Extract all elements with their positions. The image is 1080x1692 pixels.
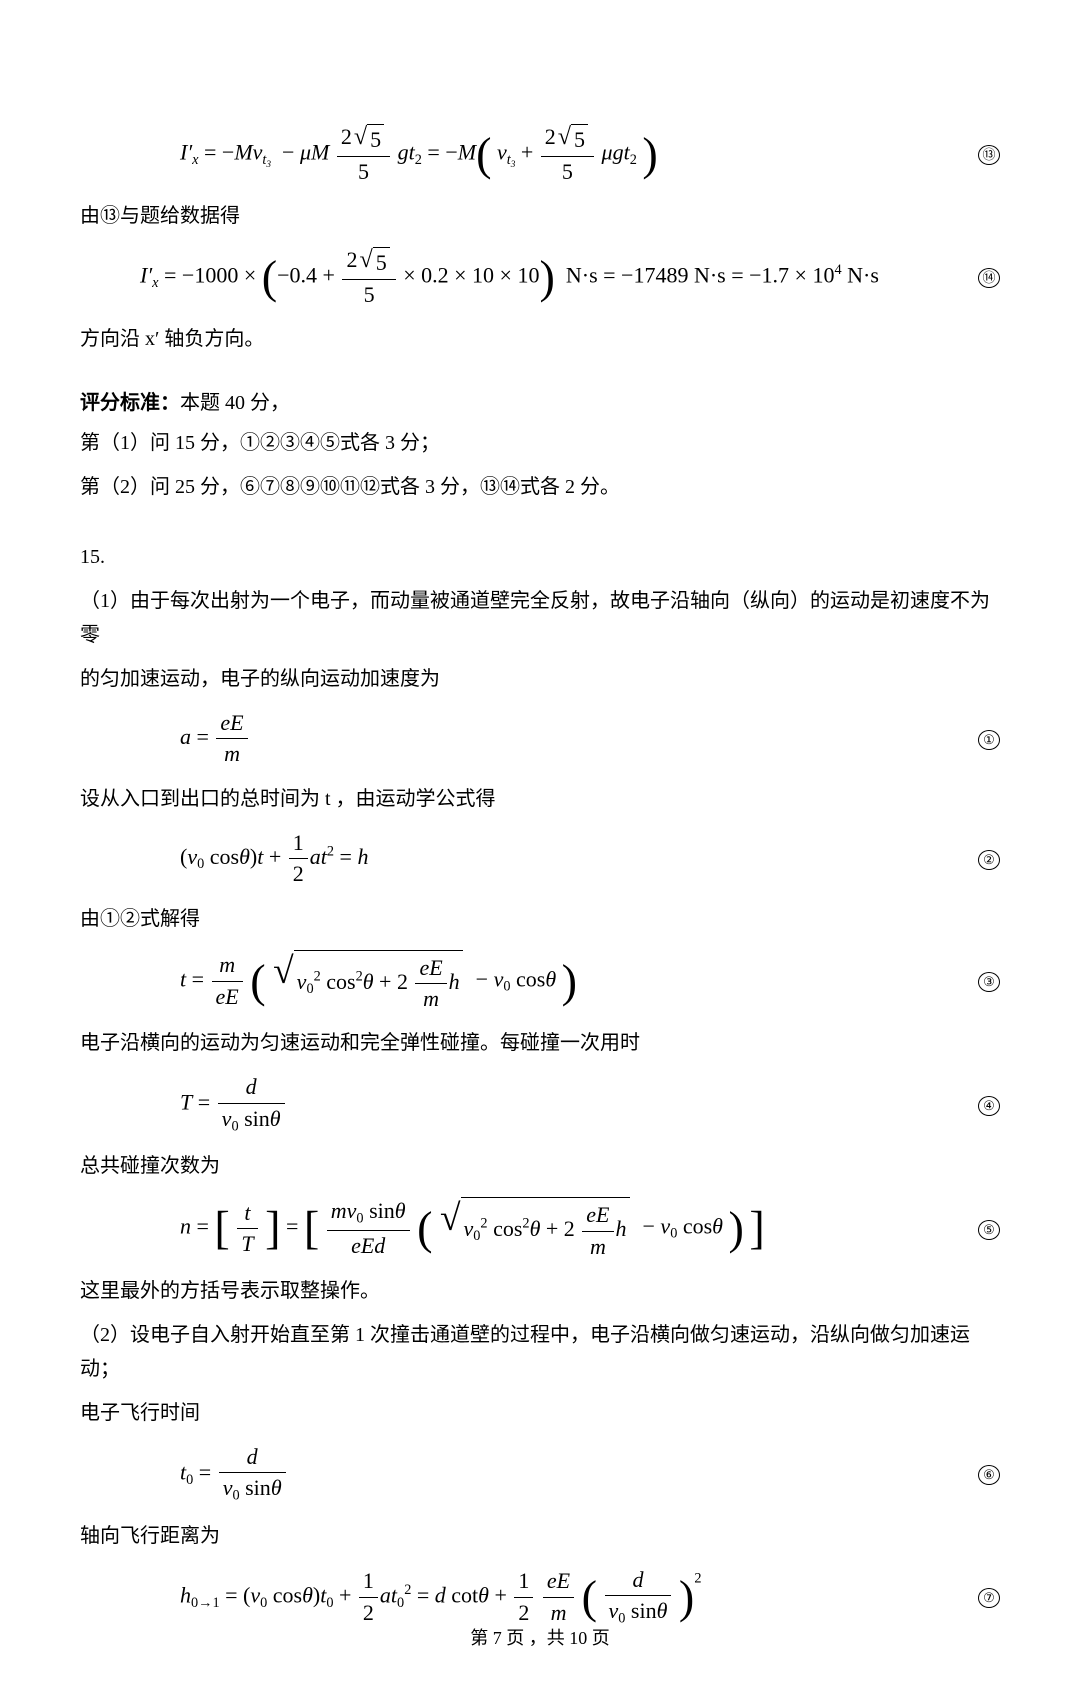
equation-14-label: ⑭ [958, 267, 1000, 289]
equation-5: n = [ tT ] = [ mv0 sinθeEd ( √ v02 cos2θ… [180, 1197, 1000, 1260]
text-before-eq5: 总共碰撞次数为 [80, 1149, 1000, 1183]
equation-1-body: a = eEm [180, 710, 250, 768]
equation-3-label: ③ [938, 970, 1000, 992]
equation-13-body: I′x = −Mvt3 − μM 2√55 gt2 = −M( vt3 + 2√… [180, 124, 658, 185]
equation-2-label: ② [938, 848, 1000, 870]
text-before-eq3: 由①②式解得 [80, 902, 1000, 936]
grading-line-2: 第（2）问 25 分，⑥⑦⑧⑨⑩⑪⑫式各 3 分，⑬⑭式各 2 分。 [80, 470, 1000, 504]
p15-part2-line-b: 电子飞行时间 [80, 1396, 1000, 1430]
equation-3: t = meE ( √ v02 cos2θ + 2 eEmh − v0 cosθ… [180, 950, 1000, 1013]
text-after-eq13: 由⑬与题给数据得 [80, 199, 1000, 233]
equation-13: I′x = −Mvt3 − μM 2√55 gt2 = −M( vt3 + 2√… [180, 124, 1000, 185]
equation-5-label: ⑤ [938, 1218, 1000, 1240]
equation-2: (v0 cosθ)t + 12at2 = h ② [180, 830, 1000, 888]
page-footer: 第 7 页 ，共 10 页 [0, 1624, 1080, 1650]
equation-14: I′x = −1000 × (−0.4 + 2√55 × 0.2 × 10 × … [140, 247, 1000, 308]
problem-number: 15. [80, 540, 1000, 574]
equation-4-label: ④ [938, 1094, 1000, 1116]
grading-heading-rest: 本题 40 分， [180, 392, 290, 414]
page: I′x = −Mvt3 − μM 2√55 gt2 = −M( vt3 + 2√… [0, 0, 1080, 1692]
equation-3-body: t = meE ( √ v02 cos2θ + 2 eEmh − v0 cosθ… [180, 950, 577, 1013]
grading-line-1: 第（1）问 15 分，①②③④⑤式各 3 分； [80, 426, 1000, 460]
equation-7: h0→1 = (v0 cosθ)t0 + 12at02 = d cotθ + 1… [180, 1567, 1000, 1628]
equation-1-label: ① [938, 728, 1000, 750]
equation-14-body: I′x = −1000 × (−0.4 + 2√55 × 0.2 × 10 × … [140, 247, 879, 308]
equation-5-body: n = [ tT ] = [ mv0 sinθeEd ( √ v02 cos2θ… [180, 1197, 765, 1260]
text-before-eq2: 设从入口到出口的总时间为 t ，由运动学公式得 [80, 782, 1000, 816]
equation-6: t0 = dv0 sinθ ⑥ [180, 1444, 1000, 1505]
text-after-eq14: 方向沿 x′ 轴负方向。 [80, 322, 1000, 356]
equation-2-body: (v0 cosθ)t + 12at2 = h [180, 830, 368, 888]
equation-6-body: t0 = dv0 sinθ [180, 1444, 288, 1505]
grading-heading: 评分标准：本题 40 分， [80, 386, 1000, 420]
text-before-eq7: 轴向飞行距离为 [80, 1519, 1000, 1553]
equation-4-body: T = dv0 sinθ [180, 1074, 287, 1135]
equation-7-label: ⑦ [938, 1586, 1000, 1608]
equation-13-label: ⑬ [938, 144, 1000, 166]
equation-6-label: ⑥ [938, 1463, 1000, 1485]
text-after-eq5: 这里最外的方括号表示取整操作。 [80, 1274, 1000, 1308]
equation-4: T = dv0 sinθ ④ [180, 1074, 1000, 1135]
p15-part2-line-a: （2）设电子自入射开始直至第 1 次撞击通道壁的过程中，电子沿横向做匀速运动，沿… [80, 1318, 1000, 1386]
equation-1: a = eEm ① [180, 710, 1000, 768]
equation-7-body: h0→1 = (v0 cosθ)t0 + 12at02 = d cotθ + 1… [180, 1567, 701, 1628]
text-before-eq4: 电子沿横向的运动为匀速运动和完全弹性碰撞。每碰撞一次用时 [80, 1026, 1000, 1060]
p15-part1-line-b: 的匀加速运动，电子的纵向运动加速度为 [80, 662, 1000, 696]
p15-part1-line-a: （1）由于每次出射为一个电子，而动量被通道壁完全反射，故电子沿轴向（纵向）的运动… [80, 584, 1000, 652]
grading-heading-bold: 评分标准： [80, 392, 180, 414]
